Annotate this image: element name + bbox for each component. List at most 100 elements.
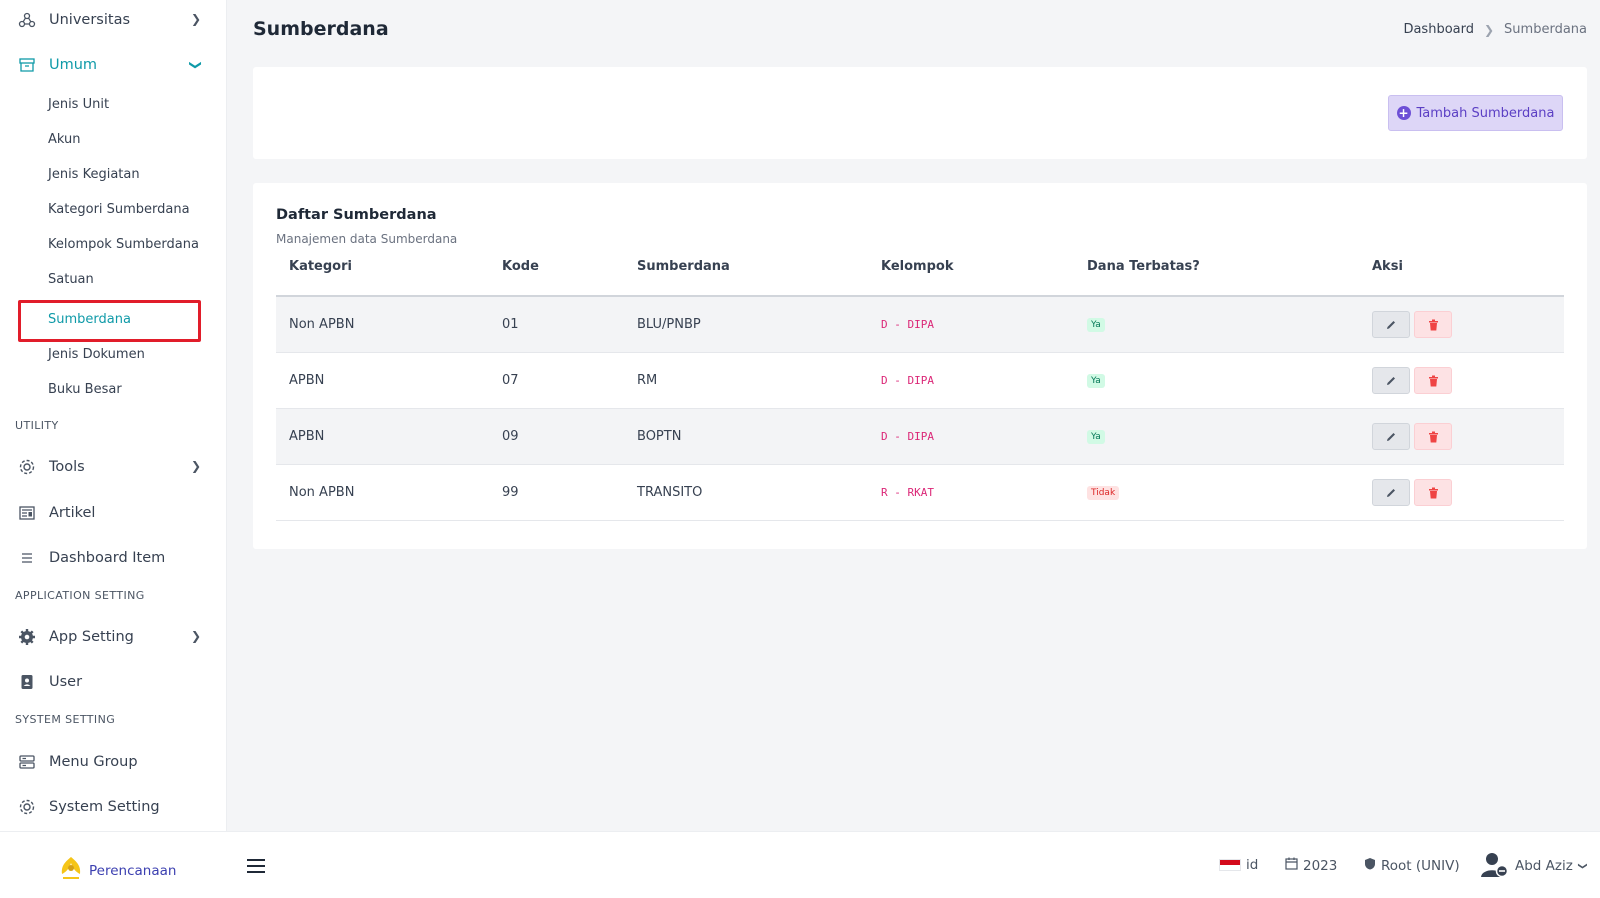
menu-toggle-button[interactable]	[246, 858, 266, 878]
plus-circle-icon: +	[1396, 106, 1411, 120]
year-selector[interactable]: 2023	[1285, 857, 1337, 874]
delete-button[interactable]	[1414, 479, 1452, 506]
section-label-utility: UTILITY	[15, 419, 59, 432]
sidebar-item-kelompok-sumberdana[interactable]: Kelompok Sumberdana	[48, 237, 199, 252]
sidebar-item-user[interactable]: User	[0, 662, 226, 702]
card-subtitle: Manajemen data Sumberdana	[276, 232, 458, 246]
sidebar-item-jenis-kegiatan[interactable]: Jenis Kegiatan	[48, 167, 140, 182]
network-icon	[18, 11, 36, 29]
cell-dana-terbatas: Ya	[1087, 409, 1105, 464]
gear-outline-icon	[18, 458, 36, 476]
hamburger-icon	[247, 859, 265, 873]
language-code: id	[1246, 857, 1259, 873]
table-row: APBN 09 BOPTN D - DIPA Ya	[276, 409, 1564, 465]
trash-icon	[1428, 375, 1438, 386]
cell-kategori: APBN	[289, 373, 325, 388]
sidebar-item-menu-group[interactable]: Menu Group	[0, 742, 226, 782]
column-header-kelompok[interactable]: Kelompok	[881, 259, 954, 274]
role-value: Root (UNIV)	[1381, 857, 1460, 874]
sidebar-item-dashboard-item[interactable]: Dashboard Item	[0, 538, 226, 578]
table-row: Non APBN 01 BLU/PNBP D - DIPA Ya	[276, 297, 1564, 353]
sidebar-item-kategori-sumberdana[interactable]: Kategori Sumberdana	[48, 202, 190, 217]
chevron-down-icon: ❯	[1576, 862, 1587, 870]
edit-button[interactable]	[1372, 367, 1410, 394]
edit-button[interactable]	[1372, 423, 1410, 450]
sidebar-item-jenis-dokumen[interactable]: Jenis Dokumen	[48, 347, 145, 362]
breadcrumb-dashboard[interactable]: Dashboard	[1403, 22, 1474, 37]
sidebar-item-umum[interactable]: Umum ❯	[0, 45, 226, 85]
gear-outline-icon	[18, 798, 36, 816]
column-header-dana-terbatas[interactable]: Dana Terbatas?	[1087, 259, 1200, 274]
newspaper-icon	[18, 504, 36, 522]
list-card: Daftar Sumberdana Manajemen data Sumberd…	[253, 183, 1587, 549]
user-menu[interactable]: Abd Aziz ❯	[1480, 850, 1587, 882]
list-icon	[18, 549, 36, 567]
actions-card: + Tambah Sumberdana	[253, 67, 1587, 159]
cell-kategori: Non APBN	[289, 317, 355, 332]
cell-kelompok: D - DIPA	[881, 318, 934, 331]
cell-kelompok: R - RKAT	[881, 486, 934, 499]
sidebar-item-sumberdana[interactable]: Sumberdana	[48, 312, 131, 327]
year-value: 2023	[1303, 857, 1338, 874]
gear-icon	[18, 628, 36, 646]
delete-button[interactable]	[1414, 367, 1452, 394]
sidebar-item-label: Dashboard Item	[49, 550, 166, 566]
chevron-right-icon: ❯	[190, 459, 201, 473]
table-row: APBN 07 RM D - DIPA Ya	[276, 353, 1564, 409]
status-badge: Ya	[1087, 317, 1105, 332]
cell-dana-terbatas: Tidak	[1087, 465, 1120, 520]
cell-kode: 07	[502, 373, 519, 388]
sidebar-item-akun[interactable]: Akun	[48, 132, 81, 147]
cell-sumberdana: BOPTN	[637, 429, 682, 444]
sidebar-item-jenis-unit[interactable]: Jenis Unit	[48, 97, 110, 112]
cell-sumberdana: RM	[637, 373, 658, 388]
card-title: Daftar Sumberdana	[276, 207, 437, 223]
column-header-kode[interactable]: Kode	[502, 259, 539, 274]
status-badge: Ya	[1087, 373, 1105, 388]
trash-icon	[1428, 319, 1438, 330]
trash-icon	[1428, 431, 1438, 442]
role-selector[interactable]: Root (UNIV)	[1364, 857, 1460, 874]
sidebar-item-satuan[interactable]: Satuan	[48, 272, 94, 287]
sidebar-item-buku-besar[interactable]: Buku Besar	[48, 382, 122, 397]
pencil-icon	[1387, 488, 1395, 497]
section-label-application-setting: APPLICATION SETTING	[15, 589, 145, 602]
table-header: Kategori Kode Sumberdana Kelompok Dana T…	[276, 259, 1564, 279]
language-selector[interactable]: id	[1219, 857, 1258, 873]
user-name: Abd Aziz	[1515, 858, 1573, 874]
cell-aksi	[1372, 465, 1452, 520]
section-label-system-setting: SYSTEM SETTING	[15, 713, 116, 726]
sidebar-item-tools[interactable]: Tools ❯	[0, 447, 226, 487]
brand[interactable]: Perencanaan	[57, 854, 176, 888]
column-header-kategori[interactable]: Kategori	[289, 259, 352, 274]
cell-aksi	[1372, 409, 1452, 464]
cell-kelompok: D - DIPA	[881, 374, 934, 387]
cell-dana-terbatas: Ya	[1087, 297, 1105, 352]
pencil-icon	[1387, 376, 1395, 385]
trash-icon	[1428, 487, 1438, 498]
chevron-right-icon: ❯	[190, 629, 201, 643]
cell-sumberdana: BLU/PNBP	[637, 317, 701, 332]
status-badge: Tidak	[1087, 485, 1120, 500]
sidebar-item-system-setting[interactable]: System Setting	[0, 787, 226, 827]
column-header-sumberdana[interactable]: Sumberdana	[637, 259, 730, 274]
edit-button[interactable]	[1372, 311, 1410, 338]
sidebar-item-universitas[interactable]: Universitas ❯	[0, 0, 226, 40]
archive-icon	[18, 56, 36, 74]
delete-button[interactable]	[1414, 423, 1452, 450]
pencil-icon	[1387, 432, 1395, 441]
cell-sumberdana: TRANSITO	[637, 485, 703, 500]
sidebar-item-app-setting[interactable]: App Setting ❯	[0, 617, 226, 657]
indonesia-flag-icon	[1219, 859, 1241, 871]
delete-button[interactable]	[1414, 311, 1452, 338]
brand-name: Perencanaan	[89, 863, 177, 879]
status-badge: Ya	[1087, 429, 1105, 444]
pencil-icon	[1387, 320, 1395, 329]
cell-aksi	[1372, 297, 1452, 352]
sidebar-item-label: Tools	[49, 459, 85, 475]
sidebar-item-label: Umum	[49, 57, 98, 73]
edit-button[interactable]	[1372, 479, 1410, 506]
sidebar-item-artikel[interactable]: Artikel	[0, 493, 226, 533]
add-sumberdana-button[interactable]: + Tambah Sumberdana	[1388, 95, 1563, 131]
cell-kategori: Non APBN	[289, 485, 355, 500]
